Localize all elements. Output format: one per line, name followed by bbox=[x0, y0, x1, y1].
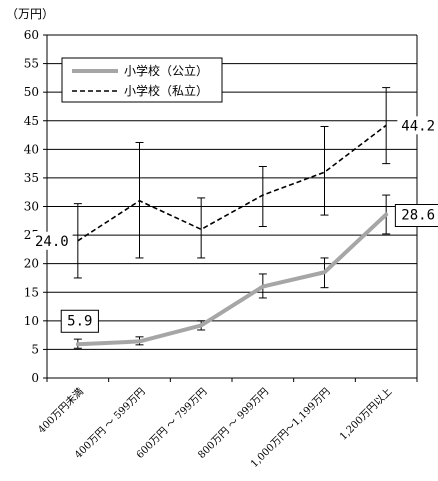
y-tick-label: 45 bbox=[24, 114, 39, 128]
y-tick-label: 55 bbox=[24, 57, 39, 71]
error-bars bbox=[73, 87, 391, 349]
series-line-public bbox=[75, 212, 389, 347]
x-tick-label: 400万円未満 bbox=[36, 386, 86, 436]
data-label-box bbox=[60, 309, 99, 333]
legend-box bbox=[61, 57, 223, 103]
x-tick-label: 600万円 ～ 799万円 bbox=[135, 386, 210, 461]
x-tick-label: 1,200万円以上 bbox=[337, 386, 394, 443]
y-tick-label: 0 bbox=[31, 371, 39, 385]
legend-label: 小学校（公立） bbox=[124, 63, 208, 78]
y-tick-label: 50 bbox=[24, 85, 39, 99]
legend-label: 小学校（私立） bbox=[124, 83, 208, 98]
y-tick-label: 40 bbox=[24, 142, 39, 156]
data-label-bg bbox=[397, 116, 438, 135]
data-label: 5.9 bbox=[67, 313, 92, 329]
data-label-bg bbox=[31, 231, 73, 250]
y-tick-label: 60 bbox=[24, 28, 39, 42]
data-label-box bbox=[394, 204, 438, 228]
series-line-private bbox=[77, 124, 387, 242]
y-tick-label: 10 bbox=[24, 314, 39, 328]
y-tick-label: 5 bbox=[31, 342, 39, 356]
x-tick-label: 800万円 ～ 999万円 bbox=[196, 386, 271, 461]
y-tick-label: 20 bbox=[24, 257, 39, 271]
y-tick-label: 35 bbox=[24, 171, 39, 185]
y-tick-label: 15 bbox=[24, 285, 39, 299]
annotations: 5.9 28.6 24.0 44.2 bbox=[31, 116, 438, 333]
x-tick-label: 400万円 ～ 599万円 bbox=[73, 386, 148, 461]
data-label: 28.6 bbox=[401, 208, 435, 224]
series-lines bbox=[75, 124, 389, 347]
y-unit-label: （万円） bbox=[6, 7, 54, 21]
data-label: 44.2 bbox=[401, 118, 435, 134]
data-label: 24.0 bbox=[35, 234, 69, 250]
y-axis-ticks: 051015202530354045505560 bbox=[24, 28, 47, 385]
y-tick-label: 30 bbox=[24, 200, 39, 214]
legend: 小学校（公立） 小学校（私立） bbox=[61, 57, 223, 103]
